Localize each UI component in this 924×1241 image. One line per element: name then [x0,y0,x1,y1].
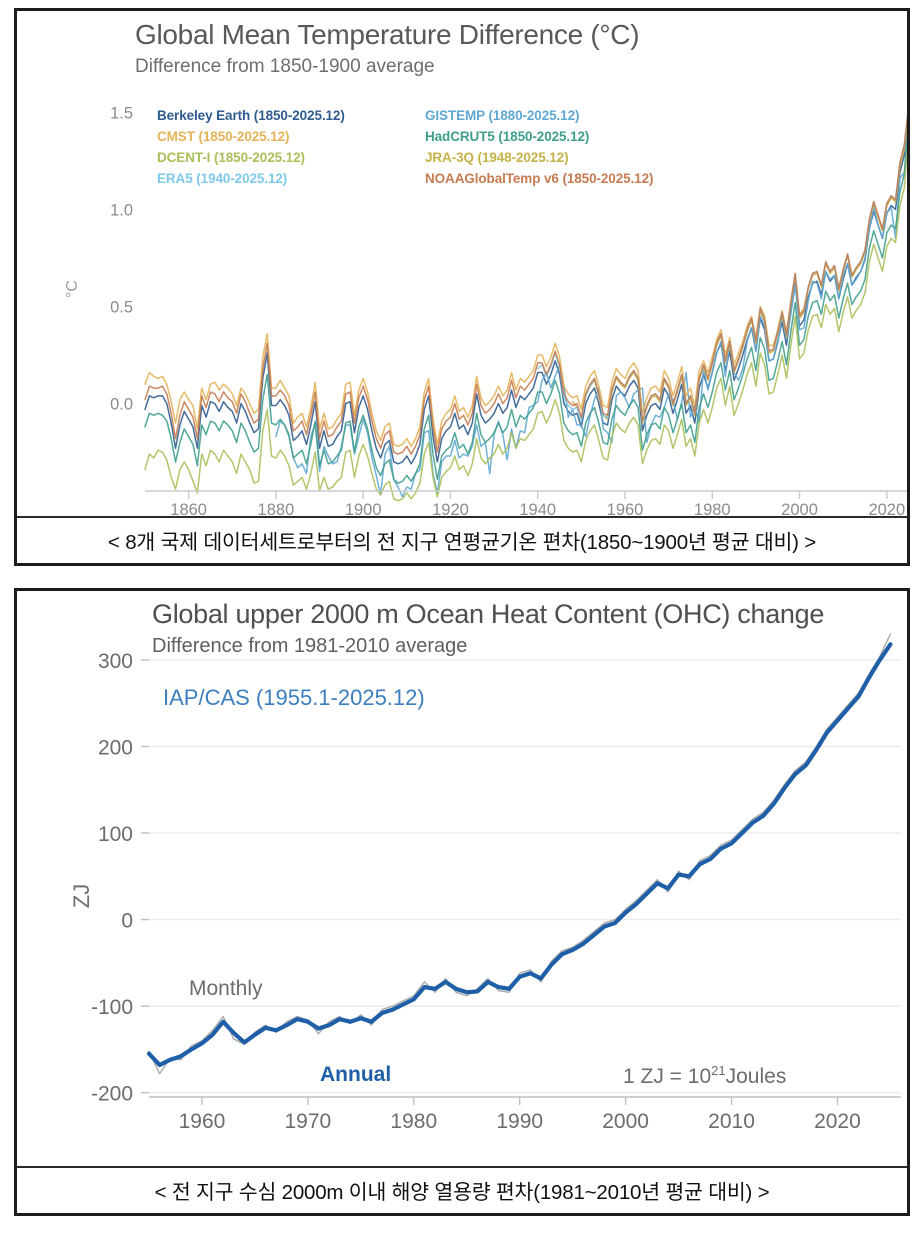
x-tick-label: 1880 [258,501,295,516]
x-tick-label: 2000 [781,501,818,516]
legend-item: JRA-3Q (1948-2025.12) [425,150,569,165]
y-tick-label: 200 [98,736,133,759]
x-tick-label: 1960 [179,1110,226,1133]
series-line [275,129,907,498]
y-axis-label: ZJ [69,884,94,908]
x-tick-label: 1940 [519,501,556,516]
ohc-title: Global upper 2000 m Ocean Heat Content (… [152,599,825,629]
series-line [144,146,907,502]
series-line [146,642,893,1068]
y-tick-label: -200 [91,1083,133,1106]
x-tick-label: 1860 [170,501,207,516]
ohc-figure: Global upper 2000 m Ocean Heat Content (… [17,591,907,1166]
temperature-figure: Global Mean Temperature Difference (°C) … [17,11,907,516]
x-tick-label: 2000 [602,1110,649,1133]
figure-caption: < 8개 국제 데이터세트로부터의 전 지구 연평균기온 편차(1850~190… [17,516,907,563]
ohc-series-label: IAP/CAS (1955.1-2025.12) [163,685,425,710]
y-tick-label: 0 [121,910,133,933]
legend-item: HadCRUT5 (1850-2025.12) [425,129,590,144]
chart-legend: Berkeley Earth (1850-2025.12) GISTEMP (18… [157,107,653,188]
zj-note: 1 ZJ = 1021Joules [623,1063,786,1089]
temperature-plot: 0.0 0.5 1.0 1.5 °C 1860 1880 1900 1920 1940 1960 19… [64,104,907,516]
x-tick-label: 1970 [285,1110,332,1133]
x-tick-label: 1980 [390,1110,437,1133]
x-tick-label: 1980 [694,501,731,516]
legend-item: ERA5 (1940-2025.12) [157,171,288,186]
x-tick-label: 2020 [814,1110,861,1133]
chart-subtitle: Difference from 1850-1900 average [135,56,435,77]
ohc-subtitle: Difference from 1981-2010 average [152,635,468,657]
y-tick-label: 300 [98,650,133,673]
x-tick-label: 1960 [607,501,644,516]
legend-item: CMST (1850-2025.12) [157,129,290,144]
series-line [144,132,907,484]
legend-item: NOAAGlobalTemp v6 (1850-2025.12) [425,171,654,186]
x-tick-label: 1900 [345,501,382,516]
y-tick-label: 1.5 [110,104,133,122]
ohc-caption: < 전 지구 수심 2000m 이내 해양 열용량 편차(1981~2010년 … [17,1166,907,1213]
legend-item: DCENT-I (1850-2025.12) [157,150,305,165]
y-tick-label: 1.0 [110,201,133,219]
page-title: Global Mean Temperature Difference (°C) [135,19,640,50]
legend-item: GISTEMP (1880-2025.12) [425,108,580,123]
y-tick-label: 0.5 [110,299,133,317]
x-tick-label: 2020 [868,501,905,516]
y-tick-label: 100 [98,823,133,846]
ohc-plot: -200 -100 0 100 200 300 ZJ 1960 1970 1980 1990 2000… [69,633,901,1133]
x-tick-label: 1990 [496,1110,543,1133]
x-tick-label: 1920 [432,501,469,516]
x-tick-label: 2010 [708,1110,755,1133]
monthly-annotation: Monthly [189,977,263,1000]
legend-item: Berkeley Earth (1850-2025.12) [157,108,345,123]
y-axis-label: °C [64,280,81,298]
series-line [148,633,892,1075]
zj-note-exponent: 21 [711,1063,726,1078]
annual-annotation: Annual [320,1063,392,1086]
y-tick-label: -100 [91,996,133,1019]
series-line [144,114,907,455]
zj-note-unit: Joules [725,1065,787,1088]
zj-note-value: 1 ZJ = 10 [623,1065,712,1088]
series-line [144,116,907,448]
y-tick-label: 0.0 [110,396,133,414]
temperature-panel: Global Mean Temperature Difference (°C) … [14,8,910,566]
ohc-panel: Global upper 2000 m Ocean Heat Content (… [14,588,910,1216]
